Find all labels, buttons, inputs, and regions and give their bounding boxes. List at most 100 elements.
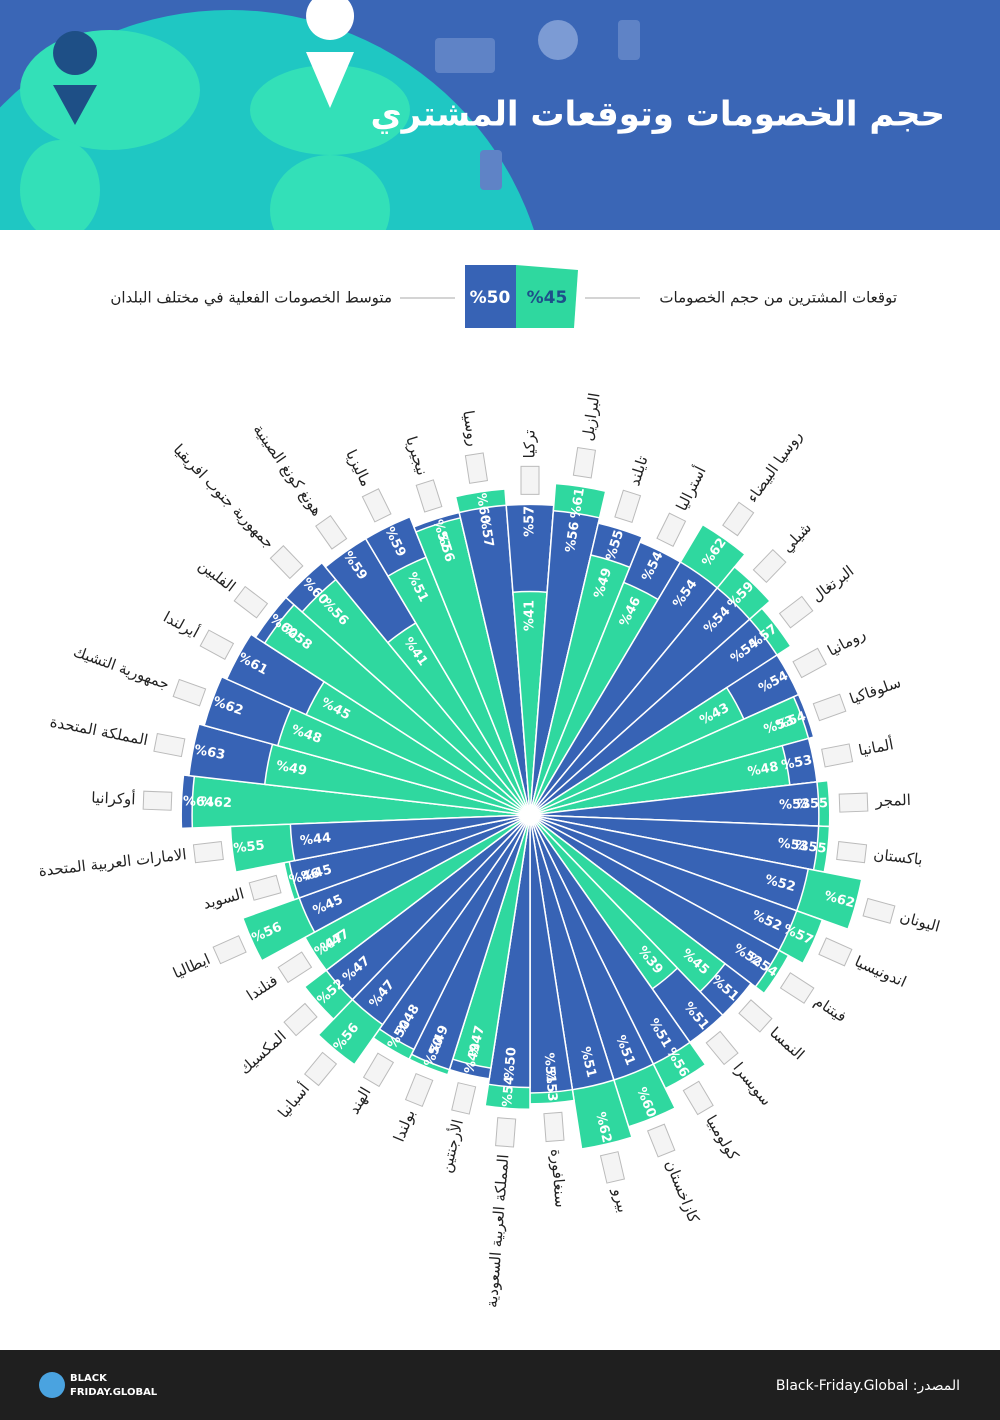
flag <box>212 935 247 965</box>
country-label: الامارات العربية المتحدة <box>38 845 188 880</box>
flag <box>199 629 235 660</box>
country-label: جمهورية جنوب افريقيا <box>170 440 278 552</box>
flag <box>495 1117 517 1148</box>
country-label: اليونان <box>898 908 942 936</box>
country-label: روسيا البيضاء <box>743 427 806 506</box>
country-label: اندونيسيا <box>852 952 909 991</box>
flag <box>838 792 869 813</box>
flag <box>614 489 642 524</box>
value-label: %48 <box>747 759 780 780</box>
country-label: ماليزيا <box>342 447 375 490</box>
value-label: %53 <box>777 836 810 854</box>
legend-label: متوسط الخصومات الفعلية في مختلف البلدان <box>110 289 392 308</box>
country-label: روسيا <box>459 409 482 447</box>
country-label: الفلبين <box>195 556 239 596</box>
flag <box>818 937 853 967</box>
value-label: %55 <box>797 796 829 812</box>
flag <box>778 595 814 629</box>
basket-icon <box>435 38 495 73</box>
value-label: %62 <box>592 1111 614 1145</box>
flag <box>821 743 854 768</box>
value-label: %60 <box>473 492 493 525</box>
country-label: ألمانيا <box>857 734 895 759</box>
flag <box>812 693 847 722</box>
legend-swatch <box>516 265 578 328</box>
flag <box>792 647 827 679</box>
country-label: الأرجنتين <box>436 1117 467 1174</box>
flag <box>415 479 443 513</box>
flag <box>572 446 597 479</box>
legend-label: توقعات المشترين من حجم الخصومات <box>659 289 897 307</box>
flag <box>705 1030 739 1066</box>
flag <box>248 874 282 901</box>
flag <box>142 790 173 811</box>
country-label: البرتغال <box>808 562 857 606</box>
tag-icon <box>618 20 640 60</box>
country-label: نيجيريا <box>402 434 431 478</box>
country-label: جمهورية التشيك <box>71 642 172 693</box>
flag <box>836 841 868 864</box>
value-label: %49 <box>462 1042 484 1076</box>
flag <box>722 501 755 537</box>
flag <box>656 512 687 547</box>
footer: BLACK FRIDAY.GLOBAL المصدر: Black-Friday… <box>0 1350 1000 1420</box>
country-label: تايلند <box>625 454 651 488</box>
legend: %45 %50 توقعات المشترين من حجم الخصومات … <box>110 265 897 328</box>
country-label: شيلي <box>778 519 816 557</box>
country-label: السويد <box>201 884 246 912</box>
legend-value: %50 <box>470 288 511 308</box>
value-label: %53 <box>780 753 813 774</box>
tag-icon <box>480 150 502 190</box>
flag <box>520 465 540 495</box>
value-label: %55 <box>795 838 828 856</box>
value-label: %44 <box>299 831 332 849</box>
country-label: أوكرانيا <box>91 788 136 809</box>
legend-swatch <box>465 265 516 328</box>
flag <box>361 488 392 523</box>
legend-value: %45 <box>527 288 568 308</box>
country-label: سنغافورة <box>547 1148 569 1208</box>
country-label: ايطاليا <box>170 950 213 982</box>
value-label: %64 <box>183 794 215 810</box>
value-label: %62 <box>200 795 232 811</box>
country-label: فيتنام <box>811 992 850 1026</box>
value-label: %49 <box>275 758 308 779</box>
flag <box>451 1082 477 1115</box>
flag <box>277 951 313 984</box>
value-label: %57 <box>523 506 538 537</box>
country-label: المملكة المتحدة <box>48 713 149 750</box>
value-label: %53 <box>542 1070 559 1102</box>
country-label: سويسرا <box>730 1059 776 1109</box>
value-label: %47 <box>466 1024 488 1058</box>
flag <box>303 1051 338 1087</box>
country-label: أسبانيا <box>274 1079 314 1121</box>
flag <box>752 548 787 584</box>
country-label: الهند <box>345 1084 375 1117</box>
country-label: رومانيا <box>824 625 868 660</box>
country-label: هونغ كونغ الصينية <box>250 421 327 520</box>
source: المصدر: Black-Friday.Global <box>776 1378 960 1394</box>
country-label: كازاخستان <box>662 1157 704 1226</box>
bar <box>289 814 531 862</box>
value-label: %61 <box>568 487 588 520</box>
header: حجم الخصومات وتوقعات المشتري <box>0 0 1000 230</box>
country-label: سلوفاكيا <box>847 673 903 708</box>
flag <box>233 585 269 619</box>
country-label: أستراليا <box>672 463 710 514</box>
country-label: بيرو <box>609 1186 632 1215</box>
country-label: بولندا <box>390 1107 419 1144</box>
flag <box>599 1151 626 1184</box>
flag <box>862 897 896 924</box>
flag <box>404 1073 434 1108</box>
country-label: كولومبيا <box>702 1112 743 1164</box>
value-label: %51 <box>541 1052 558 1084</box>
value-label: %56 <box>563 521 583 554</box>
flag <box>362 1052 395 1088</box>
flag <box>464 452 489 484</box>
flag <box>779 972 815 1004</box>
flag <box>315 515 348 550</box>
flag <box>269 545 304 580</box>
radial-chart: أوكرانيا المملكة المتحدة جمهورية التشيكأير… <box>38 392 942 1309</box>
flag <box>646 1123 676 1158</box>
flag <box>283 1002 318 1037</box>
